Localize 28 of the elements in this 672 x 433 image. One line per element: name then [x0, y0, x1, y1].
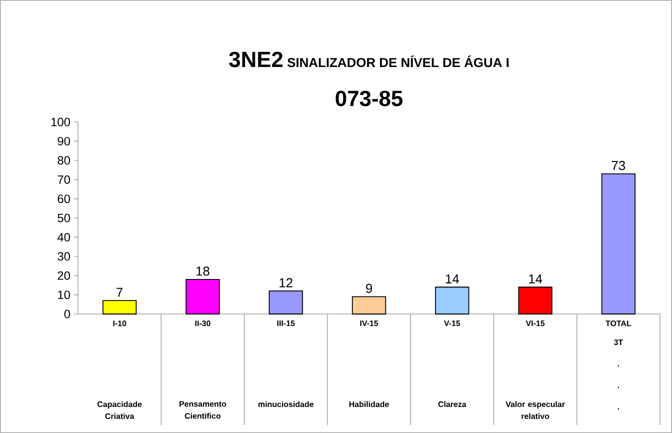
bar	[352, 296, 386, 314]
y-tick-label: 40	[57, 232, 70, 242]
bar	[186, 278, 220, 314]
y-tick-label: 50	[58, 214, 70, 222]
bar	[435, 286, 470, 314]
y-tick-label: 80	[58, 156, 70, 165]
data-label: 14	[529, 274, 542, 284]
bar	[268, 290, 303, 314]
chart-title: 3NE2	[229, 52, 283, 68]
y-tick-label: 30	[58, 252, 70, 261]
y-tick-label: 60	[58, 194, 70, 204]
data-label: 12	[280, 278, 292, 288]
y-tick-label: 10	[58, 290, 70, 300]
data-label: 7	[116, 288, 123, 297]
data-label: 14	[446, 274, 459, 284]
data-label: 9	[366, 284, 372, 293]
y-tick-label: 90	[58, 136, 70, 146]
text: 073-85	[336, 90, 403, 106]
data-label: 18	[196, 266, 210, 276]
y-tick-label: 70	[58, 175, 70, 184]
chart-subtitle: SINALIZADOR DE NÍVEL DE ÁGUA I	[287, 56, 509, 68]
bar	[601, 173, 636, 314]
bar	[102, 300, 137, 314]
y-tick-label: 20	[58, 271, 70, 280]
y-tick-label: 100	[51, 118, 70, 126]
data-label: 73	[612, 160, 626, 170]
y-tick-label: 0	[64, 310, 70, 318]
bar	[518, 286, 552, 314]
